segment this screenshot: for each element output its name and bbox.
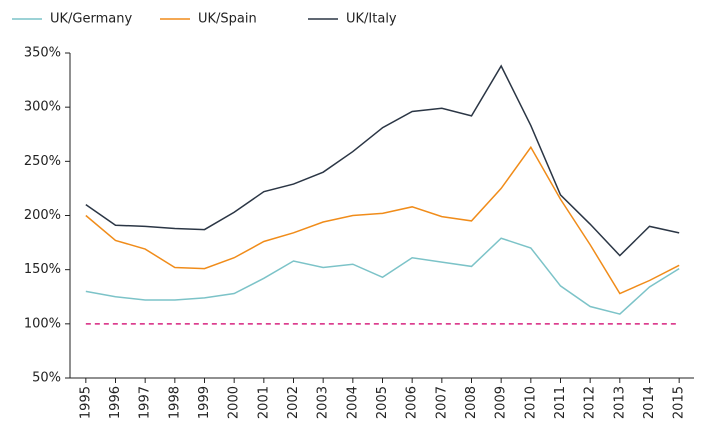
- y-tick-label: 350%: [24, 46, 61, 61]
- x-tick-label: 2006: [405, 386, 420, 419]
- x-tick-label: 1996: [108, 386, 123, 419]
- y-tick-label: 50%: [32, 371, 61, 386]
- x-tick-label: 1997: [138, 386, 153, 419]
- y-tick-label: 100%: [24, 316, 61, 331]
- legend-label: UK/Germany: [50, 12, 132, 27]
- x-tick-label: 2008: [464, 386, 479, 419]
- x-tick-label: 1999: [197, 386, 212, 419]
- y-tick-label: 200%: [24, 208, 61, 223]
- x-tick-label: 2011: [553, 386, 568, 419]
- x-tick-label: 2005: [375, 386, 390, 419]
- x-tick-label: 2002: [286, 386, 301, 419]
- legend-label: UK/Italy: [346, 12, 397, 27]
- x-tick-label: 1995: [78, 386, 93, 419]
- x-tick-label: 2012: [583, 386, 598, 419]
- x-tick-label: 2015: [672, 386, 687, 419]
- series-line: [85, 64, 680, 257]
- x-tick-label: 2013: [612, 386, 627, 419]
- y-tick-label: 250%: [24, 154, 61, 169]
- x-tick-label: 2014: [642, 386, 657, 419]
- x-tick-label: 2010: [523, 386, 538, 419]
- x-tick-label: 2004: [345, 386, 360, 419]
- x-tick-label: 2001: [256, 386, 271, 419]
- y-tick-label: 150%: [24, 262, 61, 277]
- x-tick-label: 2000: [227, 386, 242, 419]
- series-line: [85, 145, 680, 295]
- legend-label: UK/Spain: [198, 12, 257, 27]
- y-tick-label: 300%: [24, 100, 61, 115]
- x-tick-label: 2009: [494, 386, 509, 419]
- series-line: [85, 237, 680, 315]
- x-tick-label: 2007: [434, 386, 449, 419]
- x-tick-label: 2003: [316, 386, 331, 419]
- x-tick-label: 1998: [167, 386, 182, 419]
